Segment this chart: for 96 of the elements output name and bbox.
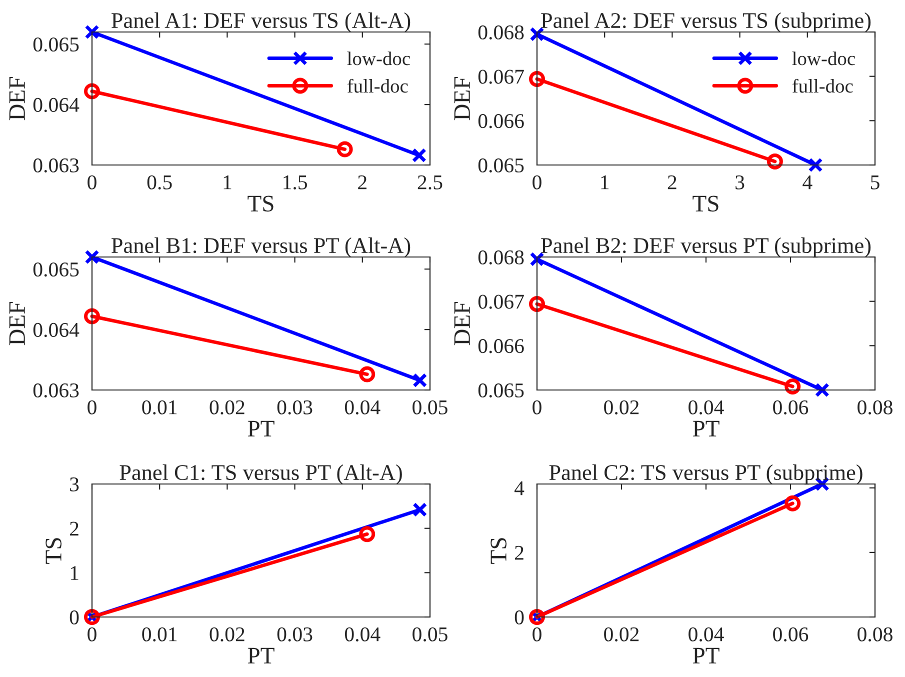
x-tick-label: 0.02 xyxy=(604,627,639,642)
point xyxy=(336,141,353,158)
x-tick-label: 0.02 xyxy=(604,400,639,414)
point xyxy=(529,71,545,87)
y-tick-label: 0.067 xyxy=(478,70,524,84)
point xyxy=(84,308,100,324)
x-axis-title: PT xyxy=(248,648,274,664)
x-tick-label: 0 xyxy=(88,627,96,642)
x-tick-label: 5 xyxy=(871,176,880,190)
x-tick-label: 0.02 xyxy=(210,400,244,414)
x-axis-title: TS xyxy=(692,196,718,212)
chart-title: Panel A2: DEF versus TS (subprime) xyxy=(541,12,871,33)
x-tick-label: 0 xyxy=(88,175,96,190)
y-tick-label: 0.065 xyxy=(33,262,79,277)
y-axis-title: DEF xyxy=(454,77,470,120)
point xyxy=(814,382,830,398)
x-tick-label: 0.5 xyxy=(147,175,172,190)
x-tick-label: 0.05 xyxy=(412,627,448,642)
y-tick-label: 0.064 xyxy=(33,322,80,338)
point xyxy=(84,24,100,40)
point xyxy=(84,250,100,264)
x-tick-label: 4 xyxy=(802,175,812,190)
y-tick-label: 0.063 xyxy=(33,158,79,173)
chart-title: Panel B1: DEF versus PT (Alt-A) xyxy=(112,237,410,258)
point xyxy=(808,158,823,172)
y-tick-label: 0.064 xyxy=(33,98,80,112)
point xyxy=(766,153,783,170)
x-tick-label: 0.04 xyxy=(688,400,724,414)
legend-label: full-doc xyxy=(347,78,408,93)
y-tick-label: 2 xyxy=(70,522,78,536)
x-tick-label: 2 xyxy=(358,175,366,190)
x-tick-label: 0.01 xyxy=(142,400,177,414)
x-tick-label: 0.03 xyxy=(277,627,312,642)
x-tick-label: 0 xyxy=(532,175,542,190)
x-tick-label: 0.06 xyxy=(773,627,808,642)
y-axis-title: DEF xyxy=(9,77,25,120)
x-tick-label: 0.02 xyxy=(210,627,244,642)
legend-label: low-doc xyxy=(792,52,855,66)
point xyxy=(84,83,100,100)
y-tick-label: 0.065 xyxy=(33,37,79,52)
point xyxy=(412,373,428,388)
y-tick-label: 0 xyxy=(70,610,79,624)
point xyxy=(529,296,545,312)
legend-label: full-doc xyxy=(792,78,853,93)
x-tick-label: 2.5 xyxy=(418,175,442,190)
point xyxy=(530,26,544,42)
x-tick-label: 3 xyxy=(736,175,744,190)
y-axis-title: DEF xyxy=(9,302,25,346)
point xyxy=(784,378,801,394)
x-tick-label: 0 xyxy=(532,627,542,642)
y-tick-label: 4 xyxy=(514,481,524,496)
y-tick-label: 0.066 xyxy=(478,114,524,128)
x-tick-label: 0.08 xyxy=(858,627,892,642)
y-axis-title: TS xyxy=(46,538,62,564)
y-tick-label: 0.068 xyxy=(478,25,524,40)
x-tick-label: 0.04 xyxy=(688,627,724,642)
point xyxy=(412,148,426,163)
x-tick-label: 2 xyxy=(668,175,676,190)
x-tick-label: 0.04 xyxy=(344,400,380,414)
y-axis-title: TS xyxy=(490,538,507,564)
y-tick-label: 0.068 xyxy=(478,250,524,265)
y-tick-label: 0.065 xyxy=(478,158,524,173)
point xyxy=(359,526,376,542)
x-tick-label: 0.01 xyxy=(142,627,177,642)
x-tick-label: 0 xyxy=(532,400,542,414)
point xyxy=(530,252,544,267)
chart-title: Panel C1: TS versus PT (Alt-A) xyxy=(120,464,402,485)
y-tick-label: 1 xyxy=(70,566,78,580)
x-axis-title: PT xyxy=(692,420,720,436)
x-tick-label: 0.06 xyxy=(773,400,808,414)
chart-title: Panel C2: TS versus PT (subprime) xyxy=(549,464,862,485)
legend-label: low-doc xyxy=(347,52,410,66)
y-tick-label: 2 xyxy=(515,546,524,560)
x-tick-label: 0.08 xyxy=(858,400,892,414)
x-axis-title: TS xyxy=(248,196,274,212)
x-tick-label: 1 xyxy=(224,175,232,190)
y-axis-title: DEF xyxy=(454,302,470,346)
x-tick-label: 1.5 xyxy=(284,175,308,190)
point xyxy=(784,495,801,512)
y-tick-label: 0.065 xyxy=(478,383,524,398)
x-tick-label: 1 xyxy=(601,175,609,190)
x-tick-label: 0.03 xyxy=(277,400,312,414)
x-tick-label: 0 xyxy=(88,400,96,414)
x-tick-label: 0.04 xyxy=(344,627,380,642)
chart-title: Panel A1: DEF versus TS (Alt-A) xyxy=(112,12,410,33)
x-axis-title: PT xyxy=(248,420,274,436)
x-axis-title: PT xyxy=(692,648,720,664)
x-tick-label: 0.05 xyxy=(412,400,448,414)
chart-title: Panel B2: DEF versus PT (subprime) xyxy=(541,237,871,258)
y-tick-label: 0.067 xyxy=(478,294,524,309)
y-tick-label: 0 xyxy=(514,610,524,624)
y-tick-label: 3 xyxy=(70,477,79,492)
y-tick-label: 0.063 xyxy=(33,383,79,398)
point xyxy=(359,366,376,382)
point xyxy=(412,502,428,518)
y-tick-label: 0.066 xyxy=(478,339,524,354)
